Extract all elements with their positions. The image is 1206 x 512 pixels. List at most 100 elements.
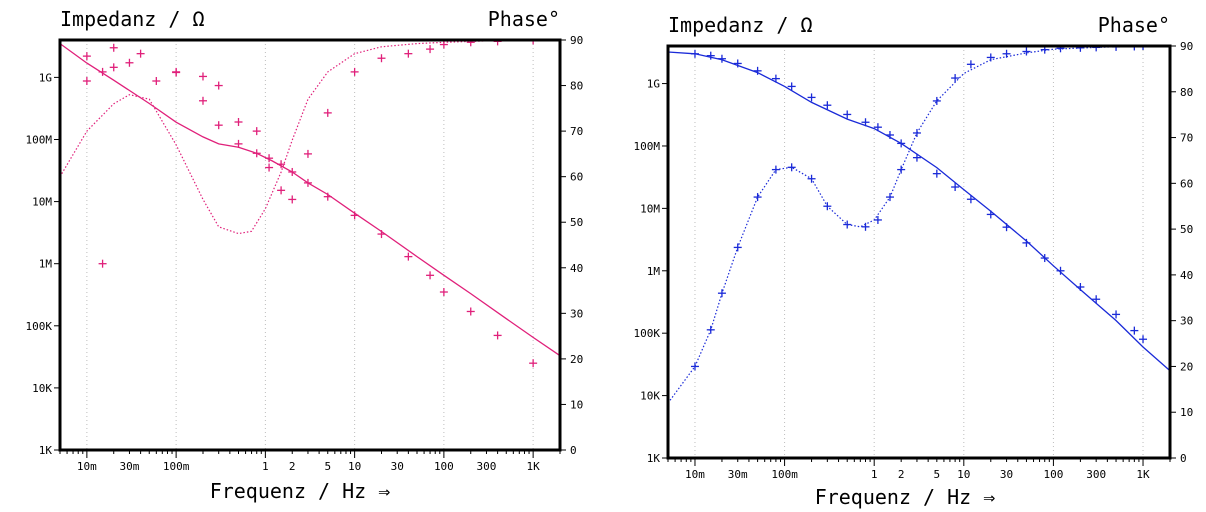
- x-tick-label: 30: [1000, 468, 1013, 481]
- impedance-marker: [439, 288, 448, 297]
- left-xlabel: Frequenz / Hz ⇒: [210, 479, 391, 503]
- impedance-marker: [787, 82, 796, 91]
- impedance-marker: [1040, 254, 1049, 263]
- impedance-marker: [214, 121, 223, 130]
- x-tick-label: 300: [1086, 468, 1106, 481]
- phase-marker: [966, 60, 975, 69]
- impedance-marker: [1112, 310, 1121, 319]
- y2-tick-label: 10: [570, 398, 583, 411]
- phase-marker: [787, 163, 796, 172]
- right-ticks: 10m 30m 100m 1 2 5 10 30 100 300 1K1K10K100K1M10M1…: [634, 40, 1194, 481]
- x-tick-label: 10m: [77, 460, 97, 473]
- phase-marker: [1056, 46, 1065, 53]
- y-tick-label: 100M: [634, 140, 661, 153]
- right-title-phase: Phase°: [1098, 13, 1170, 37]
- phase-curve: [668, 46, 1170, 404]
- impedance-marker: [932, 169, 941, 178]
- y2-tick-label: 90: [1180, 40, 1193, 53]
- phase-marker: [717, 289, 726, 298]
- impedance-marker: [706, 51, 715, 60]
- impedance-marker: [493, 331, 502, 340]
- left-series-group: [60, 40, 560, 368]
- impedance-marker: [873, 123, 882, 132]
- y-tick-label: 10M: [640, 202, 660, 215]
- phase-marker: [288, 195, 297, 204]
- phase-marker: [733, 243, 742, 252]
- y-tick-label: 10K: [640, 390, 660, 403]
- y-tick-label: 10K: [32, 382, 52, 395]
- x-tick-label: 10: [957, 468, 970, 481]
- x-tick-label: 30m: [728, 468, 748, 481]
- left-grid: [86, 40, 534, 450]
- y2-tick-label: 40: [1180, 269, 1193, 282]
- x-tick-label: 30: [391, 460, 404, 473]
- impedance-marker: [1056, 266, 1065, 275]
- impedance-marker: [303, 178, 312, 187]
- x-tick-label: 5: [934, 468, 941, 481]
- phase-marker: [753, 193, 762, 202]
- y2-tick-label: 60: [570, 171, 583, 184]
- impedance-marker: [323, 192, 332, 201]
- phase-marker: [323, 108, 332, 117]
- phase-marker: [466, 40, 475, 47]
- impedance-marker: [466, 307, 475, 316]
- phase-marker: [214, 81, 223, 90]
- y2-tick-label: 0: [570, 444, 577, 457]
- x-tick-label: 100: [434, 460, 454, 473]
- y2-tick-label: 40: [570, 262, 583, 275]
- phase-marker: [873, 215, 882, 224]
- impedance-marker: [529, 359, 538, 368]
- x-tick-label: 300: [477, 460, 497, 473]
- phase-marker: [350, 67, 359, 76]
- impedance-marker: [753, 66, 762, 75]
- x-tick-label: 5: [324, 460, 331, 473]
- y-tick-label: 1G: [39, 71, 52, 84]
- impedance-marker: [733, 59, 742, 68]
- y2-tick-label: 20: [570, 353, 583, 366]
- phase-marker: [152, 77, 161, 85]
- left-plot-frame: [58, 38, 562, 452]
- y2-tick-label: 80: [1180, 86, 1193, 99]
- phase-marker: [303, 149, 312, 158]
- y2-tick-label: 70: [1180, 132, 1193, 145]
- phase-marker: [706, 325, 715, 334]
- impedance-marker: [404, 252, 413, 261]
- impedance-marker: [986, 210, 995, 219]
- y-tick-label: 1G: [647, 78, 660, 91]
- impedance-marker: [912, 153, 921, 162]
- y-tick-label: 100M: [26, 133, 53, 146]
- x-tick-label: 1K: [1136, 468, 1150, 481]
- x-tick-label: 100m: [163, 460, 190, 473]
- impedance-marker: [885, 130, 894, 139]
- y2-tick-label: 80: [570, 80, 583, 93]
- phase-marker: [109, 63, 118, 72]
- impedance-marker: [1139, 335, 1148, 344]
- impedance-marker: [426, 271, 435, 280]
- phase-marker: [861, 222, 870, 231]
- left-title-phase: Phase°: [488, 7, 560, 31]
- impedance-marker: [717, 54, 726, 63]
- impedance-marker: [1092, 295, 1101, 304]
- y2-tick-label: 50: [1180, 223, 1193, 236]
- right-plot-frame: [666, 44, 1172, 460]
- impedance-marker: [861, 118, 870, 127]
- phase-marker: [1002, 49, 1011, 58]
- right-grid: [694, 46, 1144, 458]
- impedance-marker: [234, 139, 243, 148]
- right-chart: Impedanz / Ω Phase° 10m 30m 100m 1 2 5 10 30 100…: [634, 13, 1194, 509]
- x-tick-label: 30m: [120, 460, 140, 473]
- phase-curve: [60, 40, 560, 235]
- right-title-impedance: Impedanz / Ω: [668, 13, 813, 37]
- y-tick-label: 100K: [26, 320, 53, 333]
- left-chart: Impedanz / Ω Phase° 10m 30m 100m 1 2 5 10 30 100…: [26, 7, 584, 503]
- x-tick-label: 1K: [527, 460, 541, 473]
- y-tick-label: 1M: [39, 258, 53, 271]
- impedance-marker: [1022, 238, 1031, 247]
- phase-marker: [404, 49, 413, 58]
- impedance-marker: [1130, 326, 1139, 335]
- phase-marker: [172, 67, 181, 76]
- impedance-marker: [843, 110, 852, 119]
- phase-marker: [252, 127, 261, 136]
- phase-marker: [986, 53, 995, 62]
- y2-tick-label: 70: [570, 125, 583, 138]
